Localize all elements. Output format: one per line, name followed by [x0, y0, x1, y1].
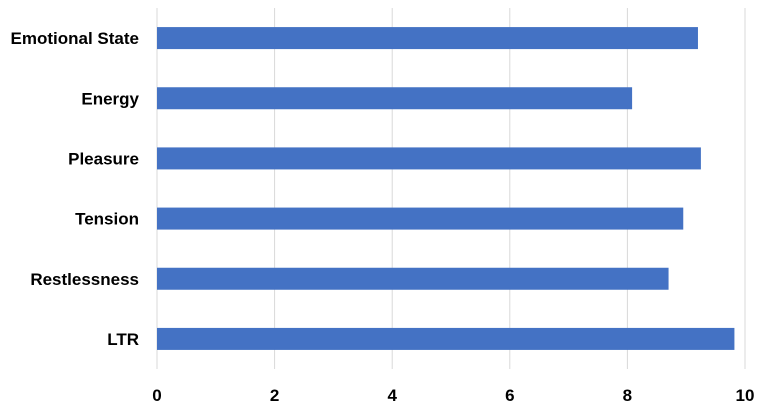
x-tick-label: 2: [270, 386, 279, 405]
x-tick-label: 6: [505, 386, 514, 405]
category-label: Restlessness: [30, 270, 139, 289]
bar-tension: [157, 207, 684, 230]
bars: [157, 27, 735, 350]
x-tick-label: 8: [623, 386, 632, 405]
x-tick-label: 4: [387, 386, 397, 405]
category-labels: Emotional State Energy Pleasure Tension Rest…: [11, 29, 140, 349]
category-label: Emotional State: [11, 29, 139, 48]
bar-energy: [157, 87, 633, 110]
bar-emotional-state: [157, 27, 698, 50]
x-tick-label: 0: [152, 386, 161, 405]
grid-lines: [156, 8, 746, 369]
x-tick-label: 10: [736, 386, 755, 405]
category-label: Tension: [75, 210, 139, 229]
category-label: Pleasure: [68, 149, 139, 168]
category-label: Energy: [81, 89, 139, 108]
bar-pleasure: [157, 147, 701, 170]
bar-ltr: [157, 327, 735, 350]
category-label: LTR: [107, 330, 139, 349]
bar-restlessness: [157, 267, 669, 290]
x-axis-tick-labels: 0 2 4 6 8 10: [152, 386, 754, 405]
